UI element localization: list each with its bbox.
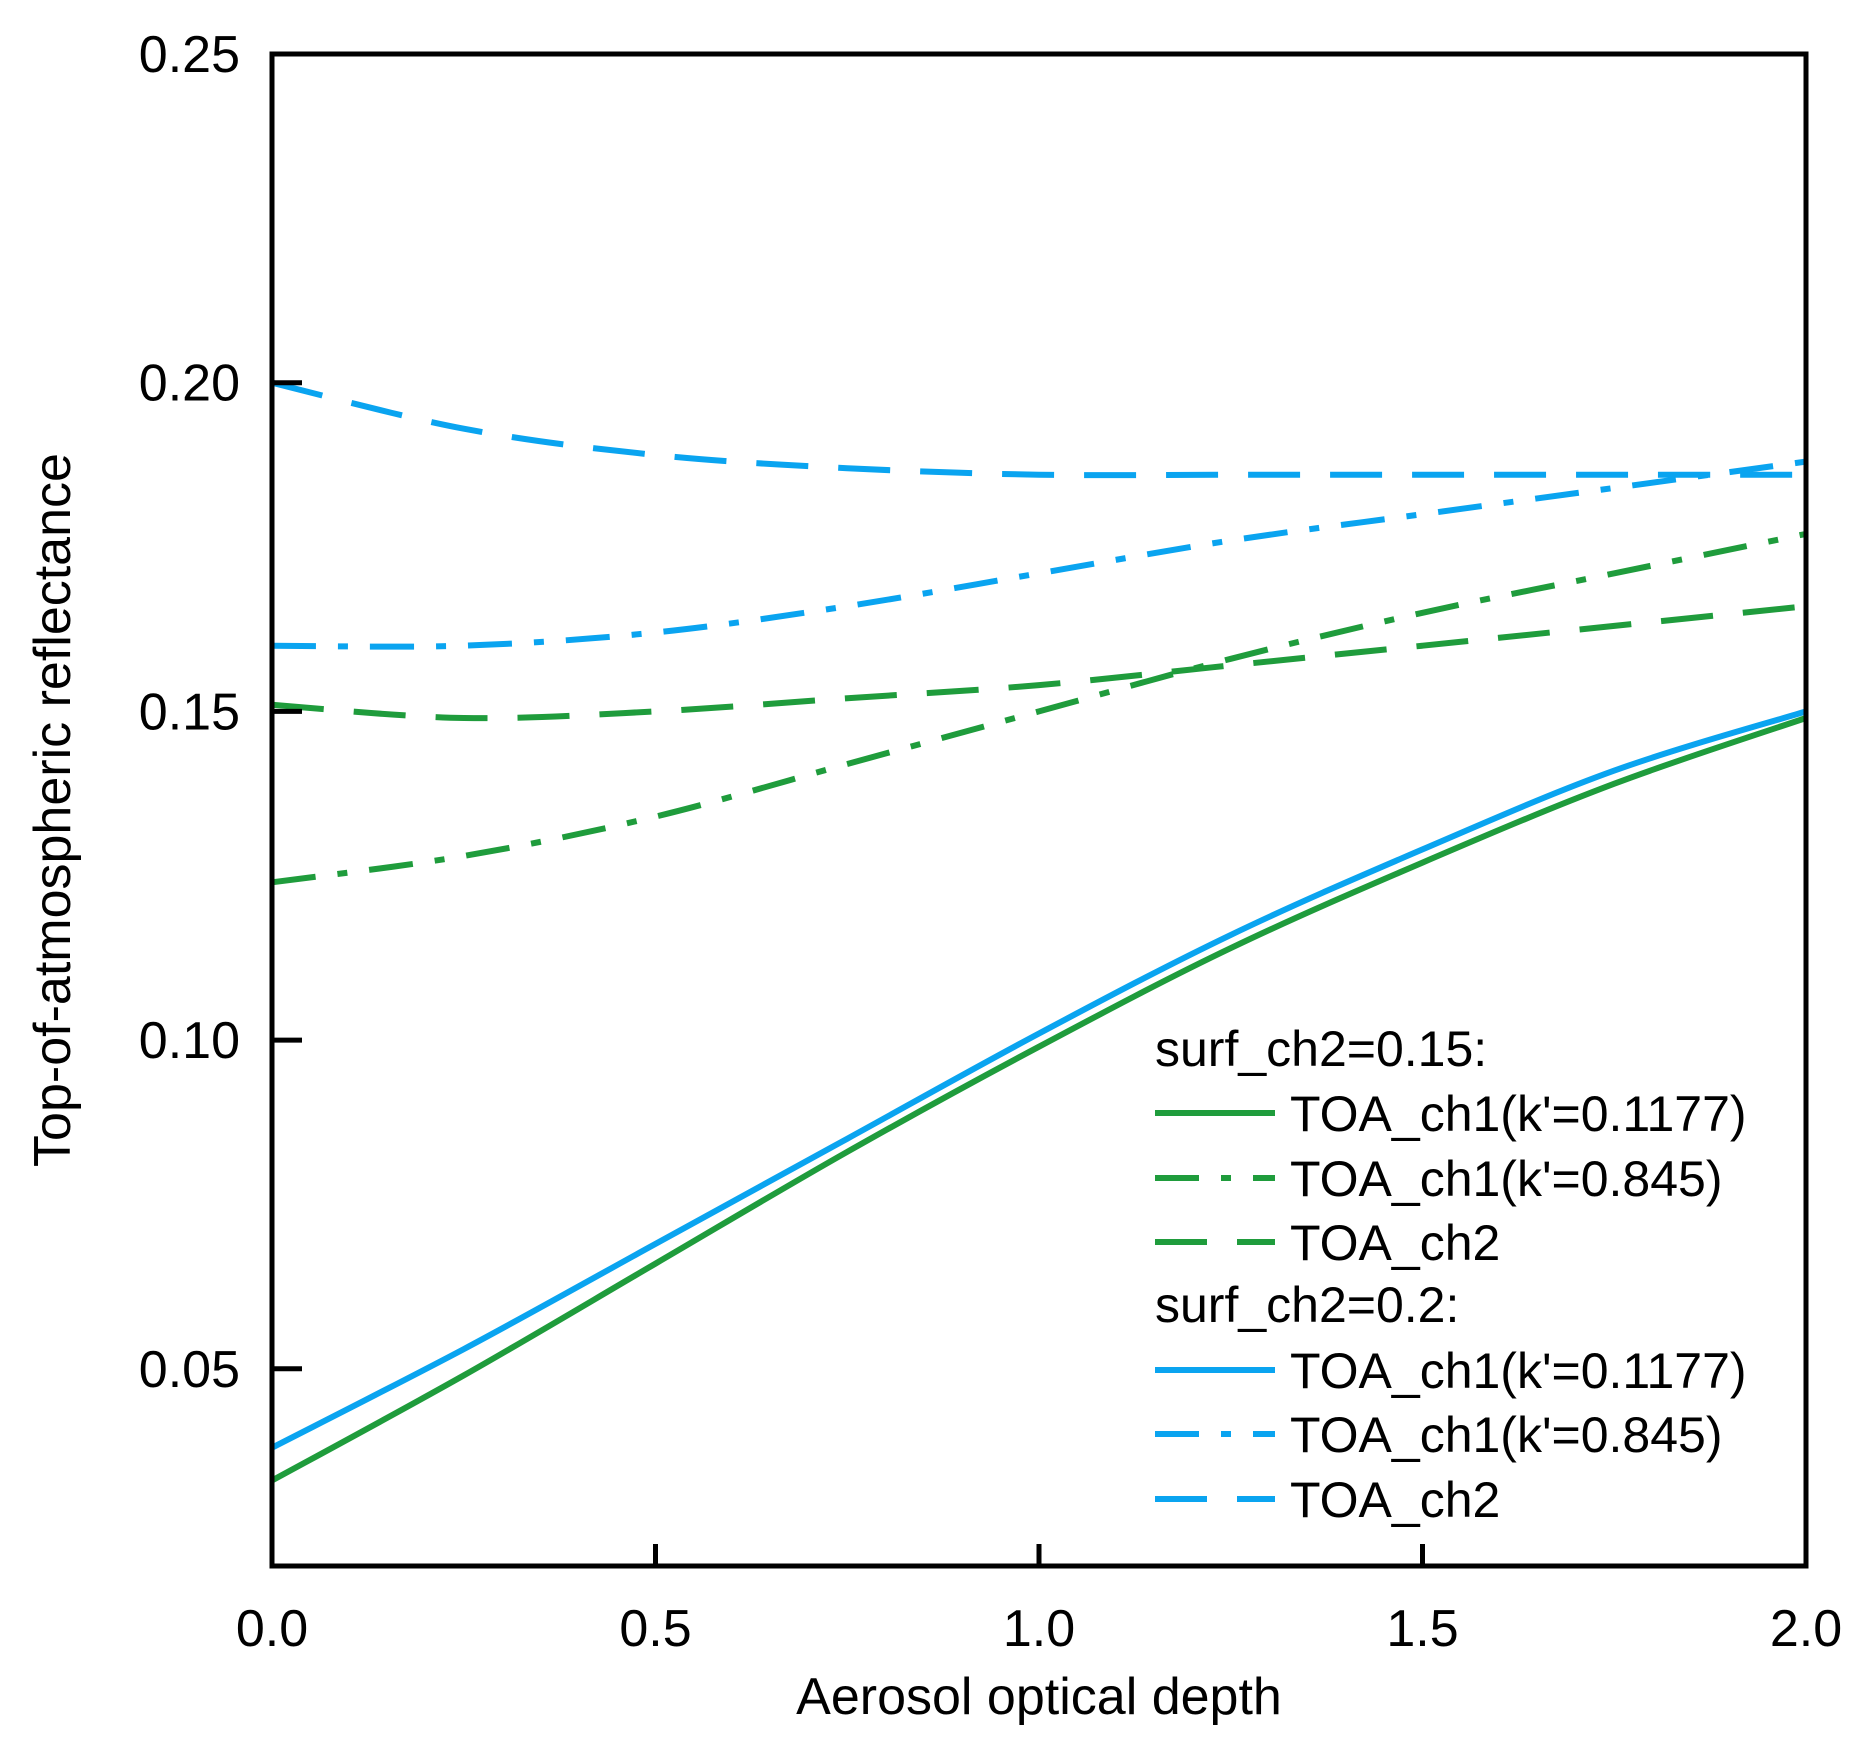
series-line-surf02-dashed <box>271 379 1806 479</box>
legend-group-title: surf_ch2=0.15: <box>1155 1021 1487 1077</box>
x-tick-label: 1.5 <box>1386 1600 1458 1658</box>
tick-layer: 0.0 0.5 1.0 1.5 2.0 0.05 0.10 0.15 0.20 0.25 <box>139 26 1842 1658</box>
plot-frame <box>269 51 1809 1569</box>
series-line-surf015-dashed <box>271 603 1807 722</box>
legend-label: TOA_ch1(k'=0.845) <box>1290 1151 1722 1207</box>
y-axis-title: Top-of-atmospheric reflectance <box>24 453 82 1167</box>
y-tick-label: 0.20 <box>139 355 240 413</box>
legend-label: TOA_ch1(k'=0.1177) <box>1290 1343 1747 1399</box>
legend-label: TOA_ch2 <box>1290 1472 1500 1528</box>
x-tick-label: 1.0 <box>1003 1600 1075 1658</box>
x-tick-label: 2.0 <box>1770 1600 1842 1658</box>
series-line-surf015-dashdot <box>271 530 1807 886</box>
series-line-surf015-solid <box>270 715 1807 1484</box>
x-tick-label: 0.5 <box>619 1600 691 1658</box>
series-line-surf02-dashdot <box>271 458 1807 650</box>
legend-label: TOA_ch2 <box>1290 1215 1500 1271</box>
series-layer <box>270 379 1807 1484</box>
y-tick-label: 0.25 <box>139 26 240 84</box>
legend: surf_ch2=0.15: TOA_ch1(k'=0.1177) TOA_ch… <box>1155 1021 1747 1528</box>
legend-label: TOA_ch1(k'=0.845) <box>1290 1407 1722 1463</box>
x-tick-label: 0.0 <box>236 1600 308 1658</box>
legend-group-title: surf_ch2=0.2: <box>1155 1277 1459 1333</box>
series-line-surf02-solid <box>270 708 1807 1451</box>
y-tick-label: 0.10 <box>139 1012 240 1070</box>
legend-label: TOA_ch1(k'=0.1177) <box>1290 1086 1747 1142</box>
y-tick-label: 0.15 <box>139 683 240 741</box>
y-tick-label: 0.05 <box>139 1341 240 1399</box>
x-axis-title: Aerosol optical depth <box>796 1668 1282 1726</box>
